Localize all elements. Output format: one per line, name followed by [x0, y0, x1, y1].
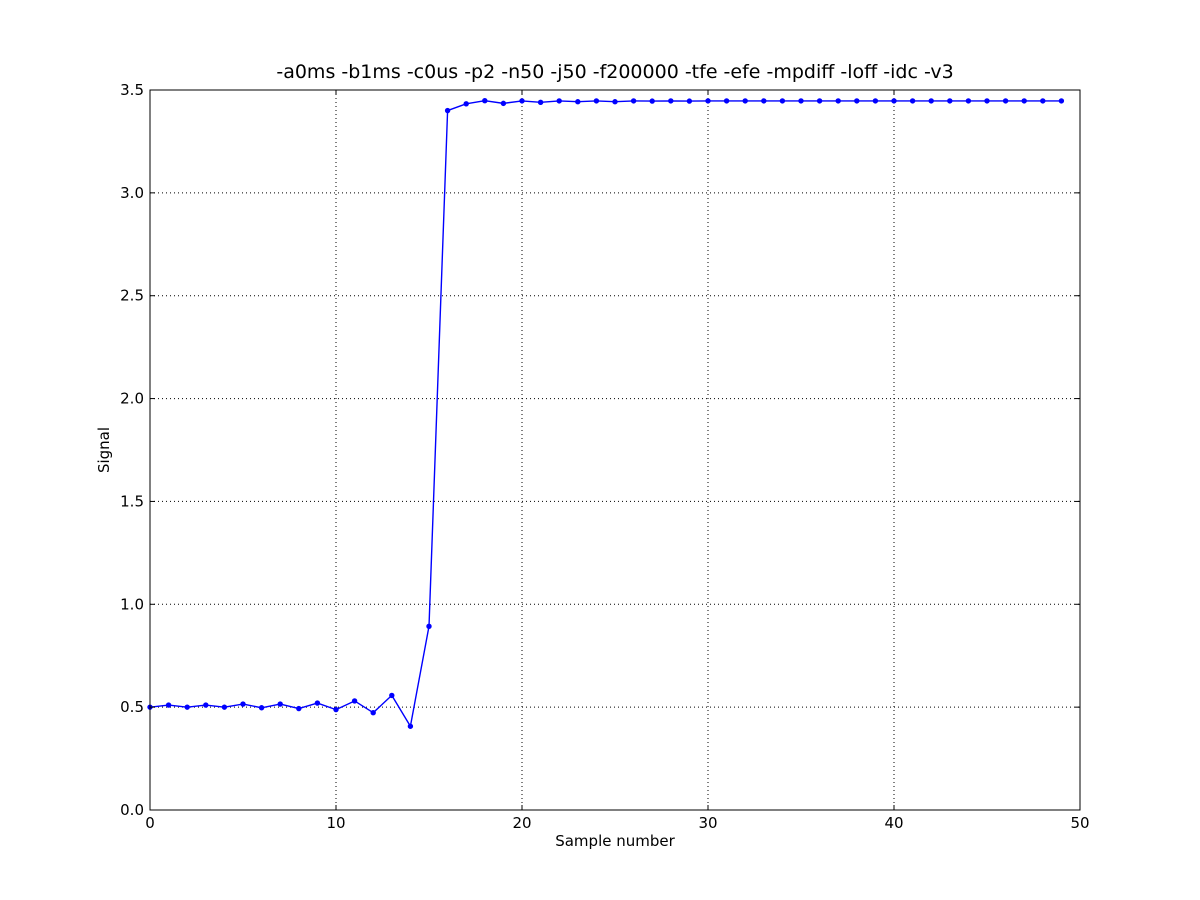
data-point — [686, 98, 693, 104]
data-series — [147, 97, 1065, 729]
data-point — [240, 701, 246, 707]
data-point — [909, 98, 916, 104]
data-point — [649, 98, 655, 104]
data-point — [500, 100, 507, 107]
data-point — [612, 99, 618, 105]
x-tick-label: 0 — [145, 814, 155, 832]
grid-lines — [150, 90, 1080, 810]
data-point — [203, 702, 209, 708]
data-point — [798, 98, 804, 104]
data-point — [370, 709, 376, 716]
data-point — [1058, 98, 1065, 104]
data-point — [277, 701, 283, 707]
data-point — [593, 98, 600, 104]
data-point — [296, 705, 302, 712]
data-point — [965, 98, 972, 104]
data-point — [891, 98, 897, 104]
data-point — [723, 98, 730, 104]
data-point — [165, 702, 172, 708]
y-tick-label: 1.5 — [120, 492, 144, 510]
y-tick-label: 2.5 — [120, 287, 144, 305]
y-tick-label: 3.0 — [120, 184, 144, 202]
data-point — [556, 98, 562, 104]
data-point — [630, 98, 637, 104]
y-tick-label: 3.5 — [120, 81, 144, 99]
data-point — [835, 98, 841, 104]
data-point — [1002, 98, 1009, 104]
data-point — [1040, 98, 1046, 104]
data-point — [333, 706, 339, 713]
y-tick-label: 0.0 — [120, 801, 144, 819]
chart-title: -a0ms -b1ms -c0us -p2 -n50 -j50 -f200000… — [276, 61, 953, 83]
data-point — [314, 700, 321, 706]
data-point — [1021, 98, 1027, 104]
data-point — [668, 98, 674, 104]
data-point — [761, 98, 767, 104]
data-point — [928, 98, 934, 104]
data-point — [537, 99, 544, 106]
x-tick-label: 50 — [1070, 814, 1089, 832]
y-tick-label: 0.5 — [120, 698, 144, 716]
y-axis-label: Signal — [95, 427, 113, 473]
data-point — [519, 98, 525, 104]
data-point — [426, 623, 432, 629]
y-tick-label: 1.0 — [120, 595, 144, 613]
data-point — [444, 107, 451, 114]
x-tick-label: 40 — [884, 814, 903, 832]
y-tick-label: 2.0 — [120, 390, 144, 408]
data-point — [779, 98, 786, 104]
data-point — [351, 698, 358, 704]
x-tick-label: 30 — [698, 814, 717, 832]
data-point — [872, 98, 879, 104]
data-point — [258, 705, 265, 711]
x-axis-label: Sample number — [555, 832, 675, 850]
data-point — [947, 98, 953, 104]
series-line — [149, 99, 1062, 727]
data-point — [407, 723, 414, 729]
x-tick-label: 10 — [326, 814, 345, 832]
data-point — [463, 101, 469, 107]
data-point — [184, 704, 190, 710]
data-point — [705, 98, 711, 104]
axis-ticks: 0 10 20 30 40 50 0.0 0.5 1.0 1.5 2.0 2.5 3.0 3.5 — [120, 81, 1089, 832]
plot-frame — [149, 89, 1081, 811]
data-point — [854, 98, 860, 104]
data-point — [389, 692, 395, 699]
data-point — [221, 704, 228, 710]
data-point — [816, 98, 823, 104]
data-point — [984, 98, 990, 104]
x-tick-label: 20 — [512, 814, 531, 832]
data-point — [575, 99, 581, 105]
data-point — [482, 97, 488, 104]
data-point — [742, 98, 748, 104]
